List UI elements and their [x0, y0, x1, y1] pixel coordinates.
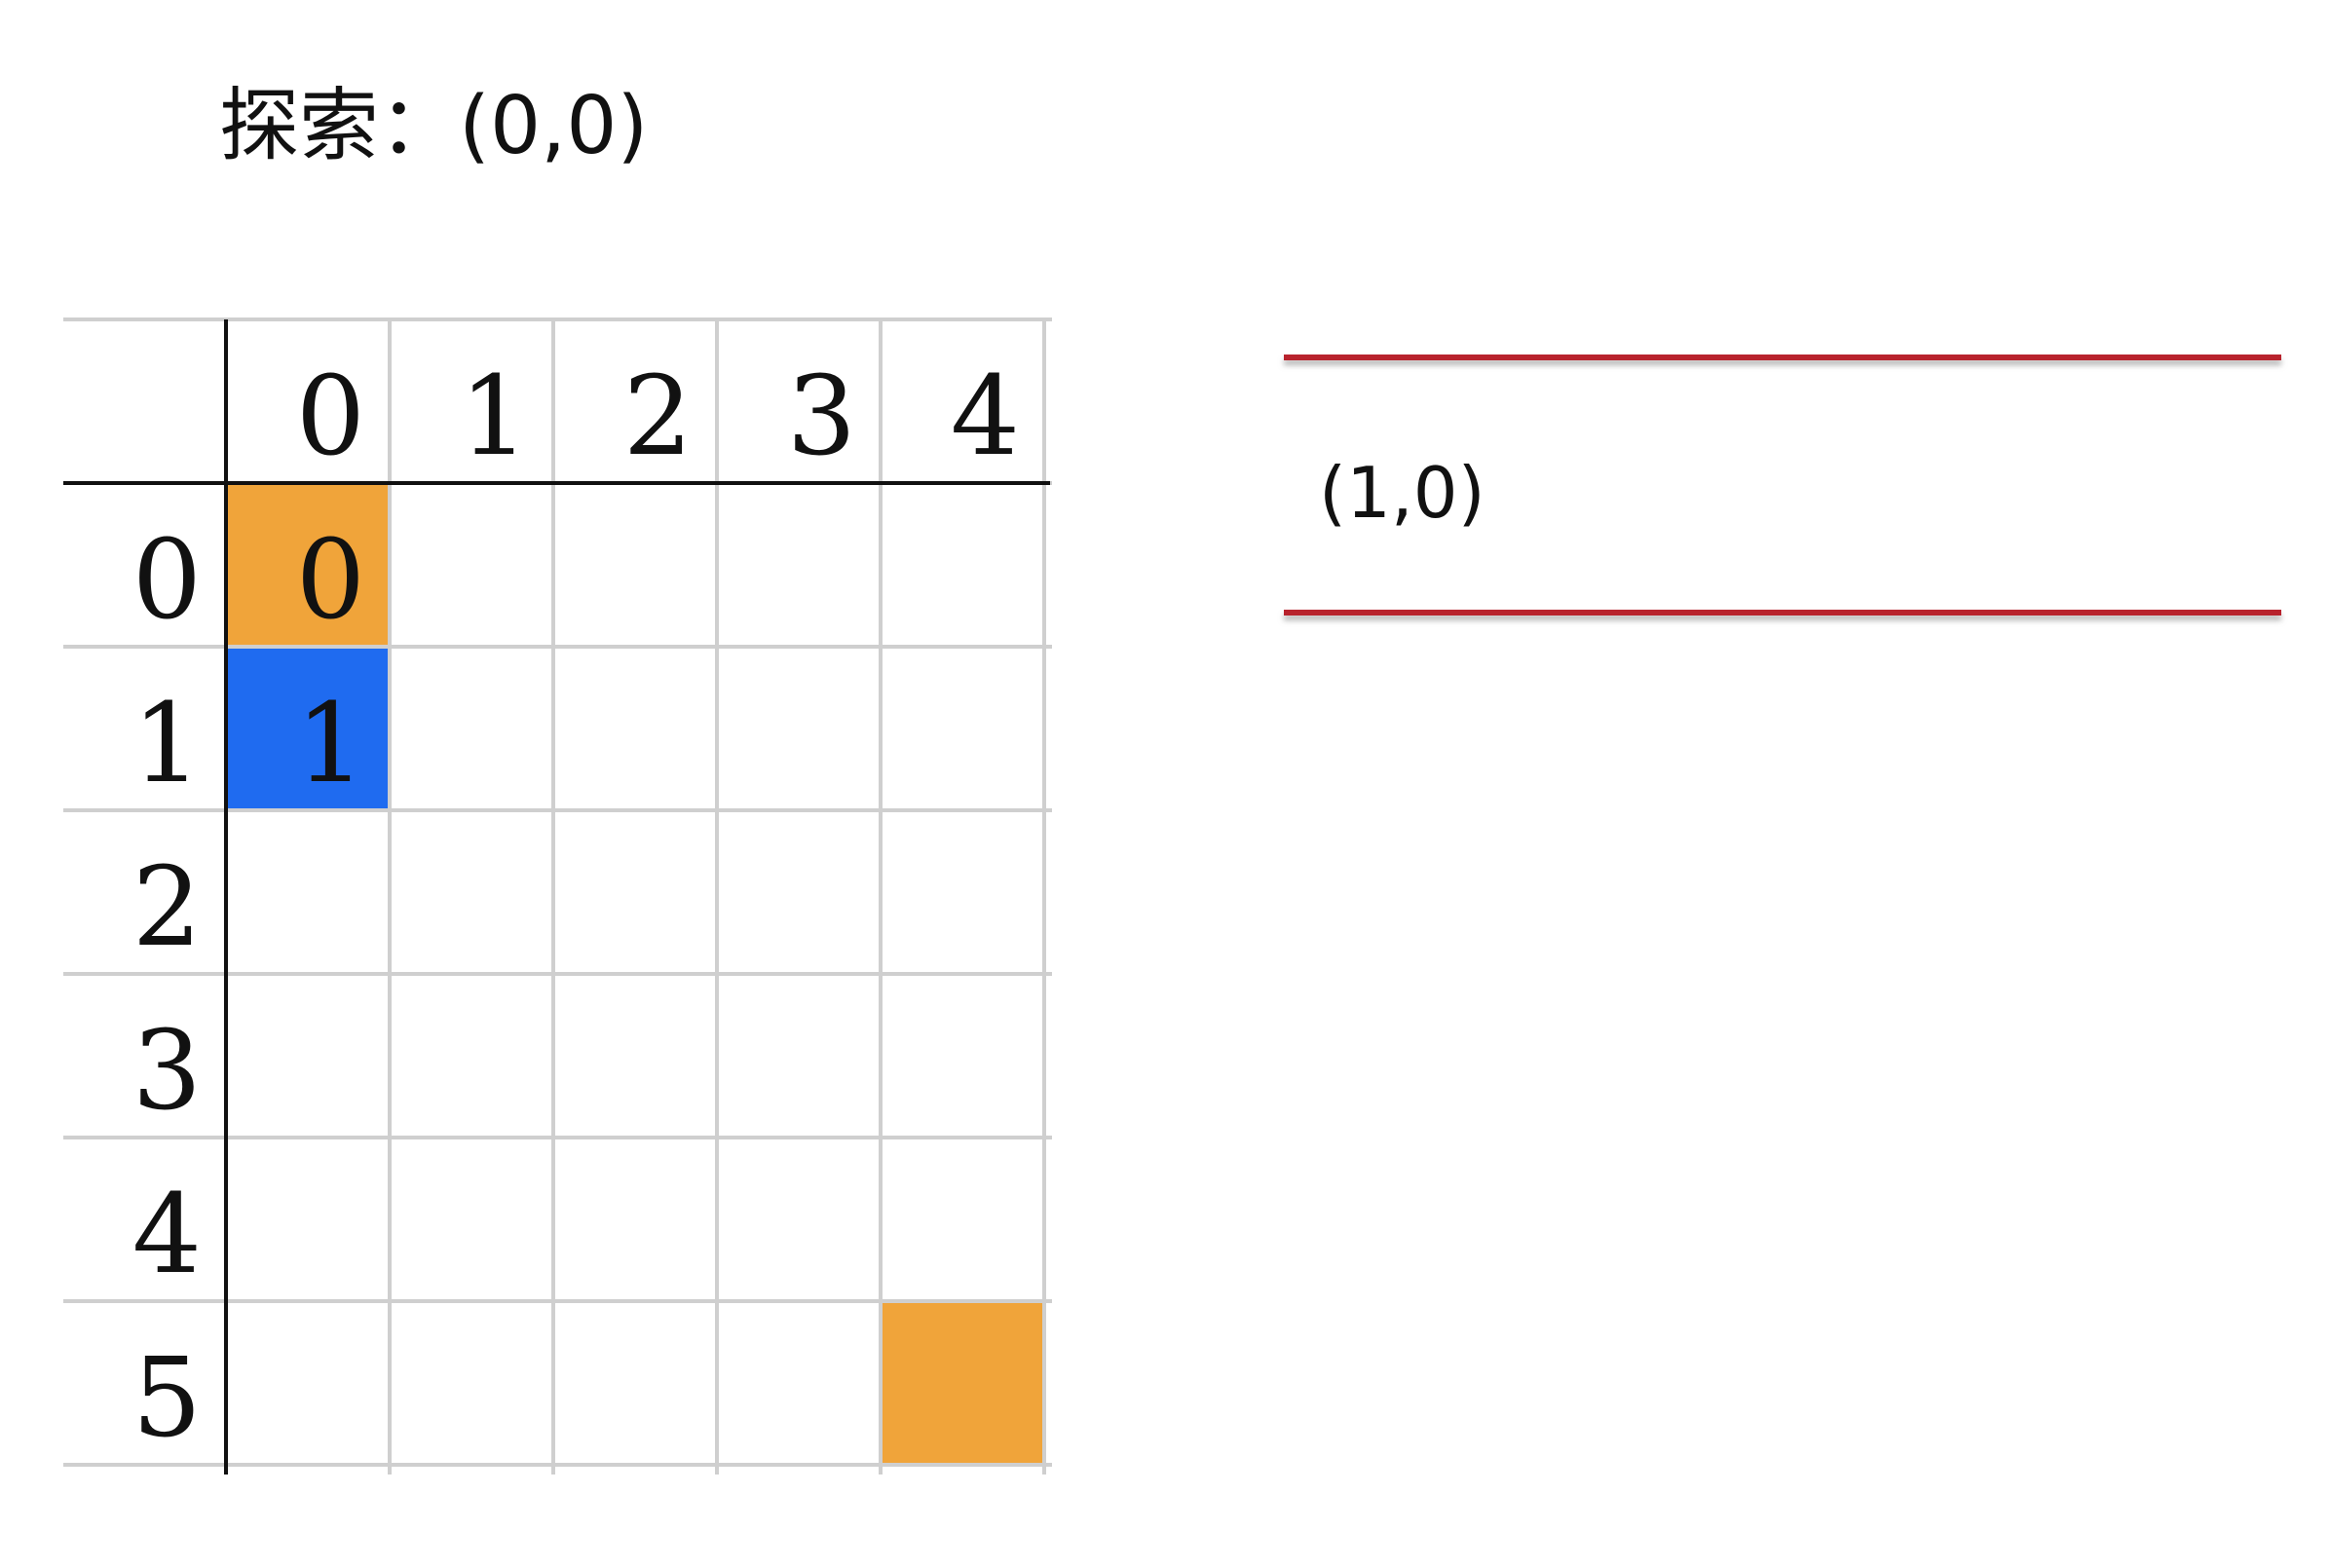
cell-fills: [226, 483, 1044, 1465]
column-header-4: 4: [951, 354, 1020, 480]
cell-label-r1-c0: 1: [296, 681, 365, 807]
row-header-2: 2: [132, 844, 202, 971]
grid-lines: [63, 317, 1052, 1475]
row-header-4: 4: [132, 1172, 202, 1298]
row-header-5: 5: [132, 1335, 202, 1462]
queue-panel: (1,0): [1284, 355, 2281, 616]
row-header-1: 1: [132, 681, 202, 807]
exploring-label: 探索：(0,0): [219, 80, 649, 172]
header-lines: [63, 319, 1050, 1475]
column-header-0: 0: [296, 354, 365, 480]
column-header-2: 2: [623, 354, 693, 480]
cell-fill-r0-c0-visited: [226, 483, 390, 647]
cell-labels: 01: [296, 517, 365, 807]
queue-top-line: [1284, 355, 2281, 360]
row-header-0: 0: [132, 517, 202, 644]
cell-label-r0-c0: 0: [296, 517, 365, 644]
column-header-3: 3: [787, 354, 856, 480]
cell-fill-r1-c0-current: [226, 647, 390, 810]
row-header-3: 3: [132, 1008, 202, 1135]
queue-item: (1,0): [1319, 452, 1485, 534]
row-headers: 0 1 2 3 4 5: [132, 517, 202, 1462]
cell-fill-r5-c4-visited: [881, 1301, 1044, 1465]
queue-bottom-line: [1284, 610, 2281, 616]
column-header-1: 1: [460, 354, 529, 480]
